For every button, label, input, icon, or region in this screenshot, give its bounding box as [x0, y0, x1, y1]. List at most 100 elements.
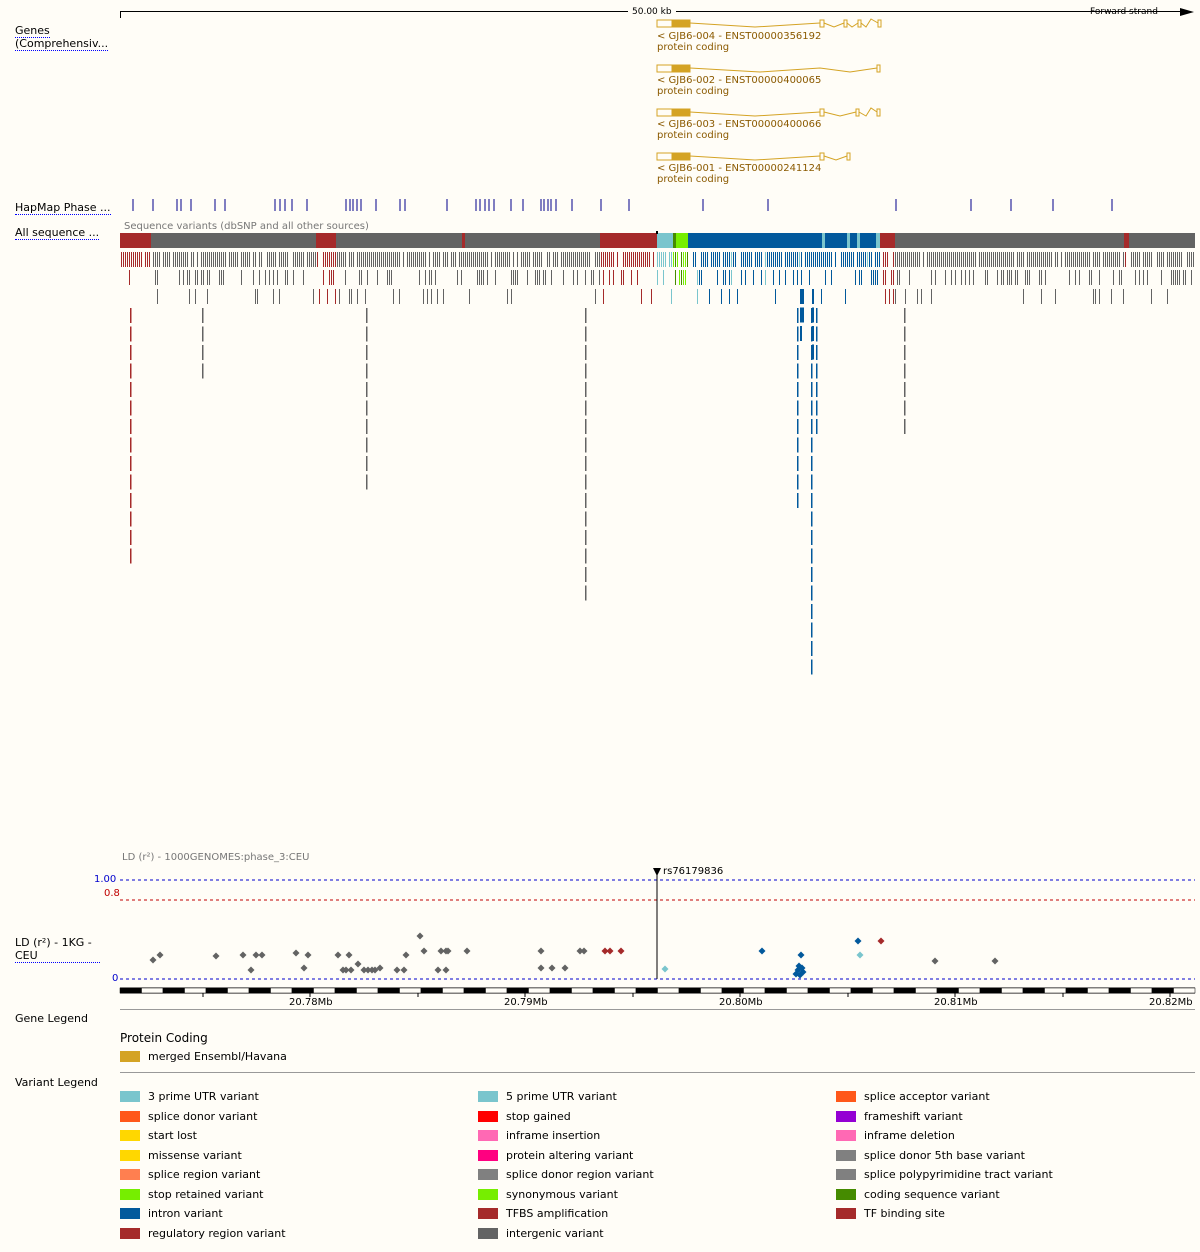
gene-legend-heading: Gene Legend	[15, 1012, 88, 1025]
variant-tick	[693, 252, 694, 267]
hapmap-snp-ticks[interactable]	[132, 199, 1113, 211]
variant-tick	[781, 252, 782, 267]
variant-tick	[130, 456, 132, 471]
focus-snp-label[interactable]: rs76179836	[663, 866, 724, 877]
variant-tick	[821, 289, 822, 304]
transcript-model[interactable]	[656, 64, 881, 73]
variant-tick	[145, 252, 146, 267]
variant-tick	[987, 270, 988, 285]
variant-tick	[513, 270, 514, 285]
variant-tick	[1003, 270, 1004, 285]
hapmap-track-label[interactable]: HapMap Phase ...	[15, 201, 111, 215]
variant-tick	[551, 270, 552, 285]
variant-tick	[595, 289, 596, 304]
variant-tick	[221, 252, 222, 267]
transcript-name[interactable]: < GJB6-004 - ENST00000356192	[657, 31, 822, 42]
variant-tick	[1091, 270, 1092, 285]
variant-tick	[287, 252, 288, 267]
variant-tick	[705, 252, 706, 267]
variant-ticks[interactable]	[121, 252, 1194, 675]
variant-tick	[1147, 252, 1148, 267]
transcript-model[interactable]	[656, 107, 881, 117]
variant-tick	[621, 270, 622, 285]
variant-tick	[433, 252, 434, 267]
legend-swatch	[836, 1110, 856, 1122]
transcript-name[interactable]: < GJB6-002 - ENST00000400065	[657, 75, 822, 86]
variant-tick	[365, 252, 366, 267]
ld-track-label[interactable]: LD (r²) - 1KG - CEU	[15, 936, 100, 963]
variant-tick	[1107, 252, 1108, 267]
variant-tick	[339, 252, 340, 267]
variant-tick	[585, 363, 587, 379]
variant-tick	[1113, 270, 1114, 285]
ld-snp-point	[400, 966, 408, 974]
variant-tick	[979, 252, 980, 267]
transcript-name[interactable]: < GJB6-001 - ENST00000241124	[657, 163, 822, 174]
variant-tick	[357, 289, 358, 304]
variant-tick	[1005, 252, 1006, 267]
variant-tick	[259, 270, 260, 285]
variant-tick	[829, 252, 830, 267]
variant-tick	[1023, 289, 1024, 304]
variant-tick	[371, 252, 372, 267]
variant-tick	[517, 252, 518, 267]
variant-tick	[565, 252, 566, 267]
variant-tick	[317, 252, 318, 267]
variant-tick	[817, 252, 818, 267]
variant-tick	[267, 252, 268, 267]
variant-tick	[727, 252, 728, 267]
genes-track-label[interactable]: Genes (Comprehensiv...	[15, 24, 115, 51]
variant-tick	[811, 493, 813, 508]
variant-tick	[563, 252, 564, 267]
legend-label: protein altering variant	[506, 1148, 634, 1162]
ld-snp-point	[580, 947, 588, 955]
genome-browser-canvas[interactable]	[0, 0, 1200, 1010]
variant-tick	[579, 252, 580, 267]
transcript-model[interactable]	[656, 152, 851, 161]
ld-tick-zero: 0	[112, 973, 119, 984]
variant-tick	[957, 252, 958, 267]
variant-tick	[197, 270, 198, 285]
variant-tick	[815, 252, 816, 267]
ld-snp-point	[661, 965, 669, 973]
transcript-name[interactable]: < GJB6-003 - ENST00000400066	[657, 119, 822, 130]
variant-tick	[495, 252, 496, 267]
legend-swatch	[836, 1130, 856, 1141]
variant-tick	[809, 252, 810, 267]
variant-tick	[631, 252, 632, 267]
variant-tick	[393, 252, 394, 267]
variant-tick	[971, 252, 972, 267]
transcript-model[interactable]	[656, 18, 882, 28]
seqvar-track-label[interactable]: All sequence ...	[15, 226, 100, 240]
variant-tick	[541, 252, 542, 267]
ld-snp-point	[334, 951, 342, 959]
genes-track-label-text[interactable]: Genes (Comprehensiv...	[15, 24, 109, 51]
variant-tick	[909, 252, 910, 267]
variant-tick	[1193, 252, 1194, 267]
legend-label: inframe deletion	[864, 1129, 955, 1142]
variant-tick	[1003, 252, 1004, 267]
variant-tick	[609, 270, 610, 285]
variant-tick	[807, 252, 808, 267]
variant-tick	[931, 252, 932, 267]
ld-plot[interactable]	[120, 868, 1195, 980]
variant-tick	[417, 252, 418, 267]
variant-tick	[437, 289, 438, 304]
variant-tick	[273, 289, 274, 304]
strand-label: Forward strand	[1090, 7, 1158, 17]
variant-tick	[359, 252, 360, 267]
variant-tick	[585, 493, 587, 508]
variant-tick	[1139, 270, 1140, 285]
ld-snp-point	[252, 951, 260, 959]
variant-tick	[543, 270, 544, 285]
transcript-biotype: protein coding	[657, 86, 730, 97]
variant-tick	[585, 548, 587, 564]
ld-snp-point	[304, 951, 312, 959]
variant-density-bar[interactable]	[120, 231, 1195, 248]
variant-tick	[929, 252, 930, 267]
legend-swatch	[478, 1169, 498, 1180]
variant-tick	[1169, 252, 1170, 267]
variant-tick	[269, 270, 270, 285]
variant-tick	[585, 456, 587, 471]
scale-bar: 50.00 kb Forward strand	[120, 7, 1195, 18]
